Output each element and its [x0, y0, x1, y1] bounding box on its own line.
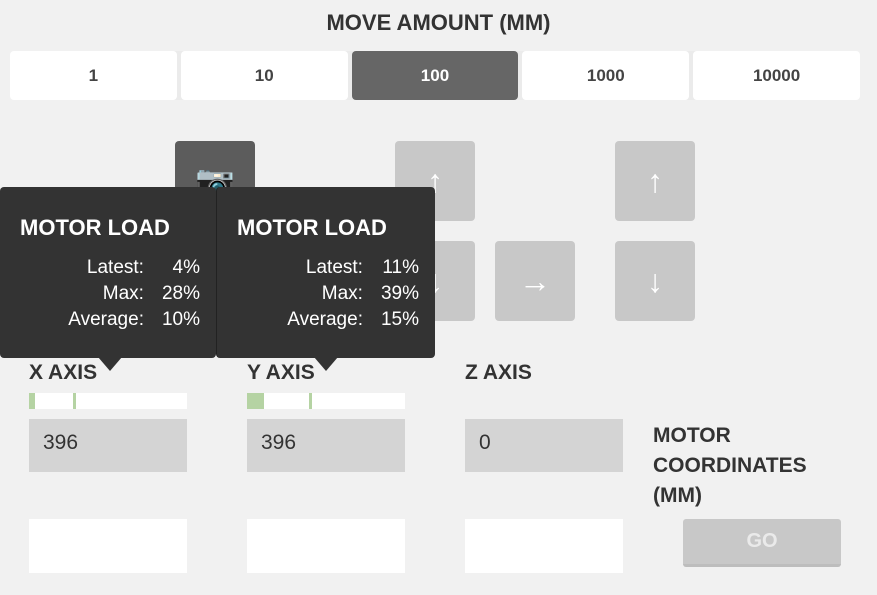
move-amount-selector: 1 10 100 1000 10000 — [10, 51, 860, 100]
z-down-button[interactable]: ↓ — [615, 241, 695, 321]
y-coordinate-display: 396 — [247, 419, 405, 472]
tooltip-pointer — [314, 357, 338, 371]
x-coordinate-display: 396 — [29, 419, 187, 472]
move-amount-10000[interactable]: 10000 — [693, 51, 860, 100]
z-target-input[interactable] — [465, 519, 623, 573]
tooltip-title: MOTOR LOAD — [20, 215, 170, 240]
tooltip-title: MOTOR LOAD — [237, 215, 387, 240]
latest-value: 11% — [382, 257, 419, 278]
z-up-button[interactable]: ↑ — [615, 141, 695, 221]
move-amount-1[interactable]: 1 — [10, 51, 177, 100]
x-axis-label: X AXIS — [29, 361, 98, 384]
tooltip-pointer — [98, 357, 122, 371]
max-value: 28% — [161, 283, 200, 304]
move-amount-1000[interactable]: 1000 — [522, 51, 690, 100]
x-target-input[interactable] — [29, 519, 187, 573]
go-button[interactable]: GO — [683, 519, 841, 567]
max-value: 39% — [380, 283, 419, 304]
label-line: COORDINATES — [653, 454, 807, 477]
y-load-max-marker — [308, 393, 312, 409]
z-axis-label: Z AXIS — [465, 361, 532, 384]
x-motor-load-bar[interactable] — [29, 393, 187, 409]
y-motor-load-tooltip: MOTOR LOAD Latest: 11% Max: 39% Average: 15… — [216, 187, 435, 358]
x-right-button[interactable]: → — [495, 241, 575, 321]
z-coordinate-display: 0 — [465, 419, 623, 472]
average-label: Average: — [287, 309, 363, 330]
move-amount-100[interactable]: 100 — [351, 51, 519, 100]
move-amount-10[interactable]: 10 — [180, 51, 348, 100]
y-load-latest — [247, 393, 265, 409]
arrow-up-icon: ↑ — [647, 162, 663, 199]
arrow-down-icon: ↓ — [647, 262, 663, 299]
average-value: 10% — [161, 309, 200, 330]
x-load-latest — [29, 393, 36, 409]
max-label: Max: — [102, 283, 144, 304]
label-line: (MM) — [653, 484, 702, 507]
arrow-right-icon: → — [519, 262, 551, 299]
x-motor-load-tooltip: MOTOR LOAD Latest: 4% Max: 28% Average: 10% — [0, 187, 216, 358]
latest-label: Latest: — [86, 257, 144, 278]
y-target-input[interactable] — [247, 519, 405, 573]
y-axis-label: Y AXIS — [247, 361, 315, 384]
latest-value: 4% — [172, 257, 200, 278]
x-load-max-marker — [73, 393, 77, 409]
max-label: Max: — [321, 283, 363, 304]
label-line: MOTOR — [653, 424, 731, 447]
move-amount-title: MOVE AMOUNT (MM) — [326, 10, 551, 35]
average-label: Average: — [68, 309, 144, 330]
y-motor-load-bar[interactable] — [247, 393, 405, 409]
motor-coordinates-label: MOTOR COORDINATES (MM) — [653, 421, 807, 511]
latest-label: Latest: — [305, 257, 363, 278]
average-value: 15% — [380, 309, 419, 330]
